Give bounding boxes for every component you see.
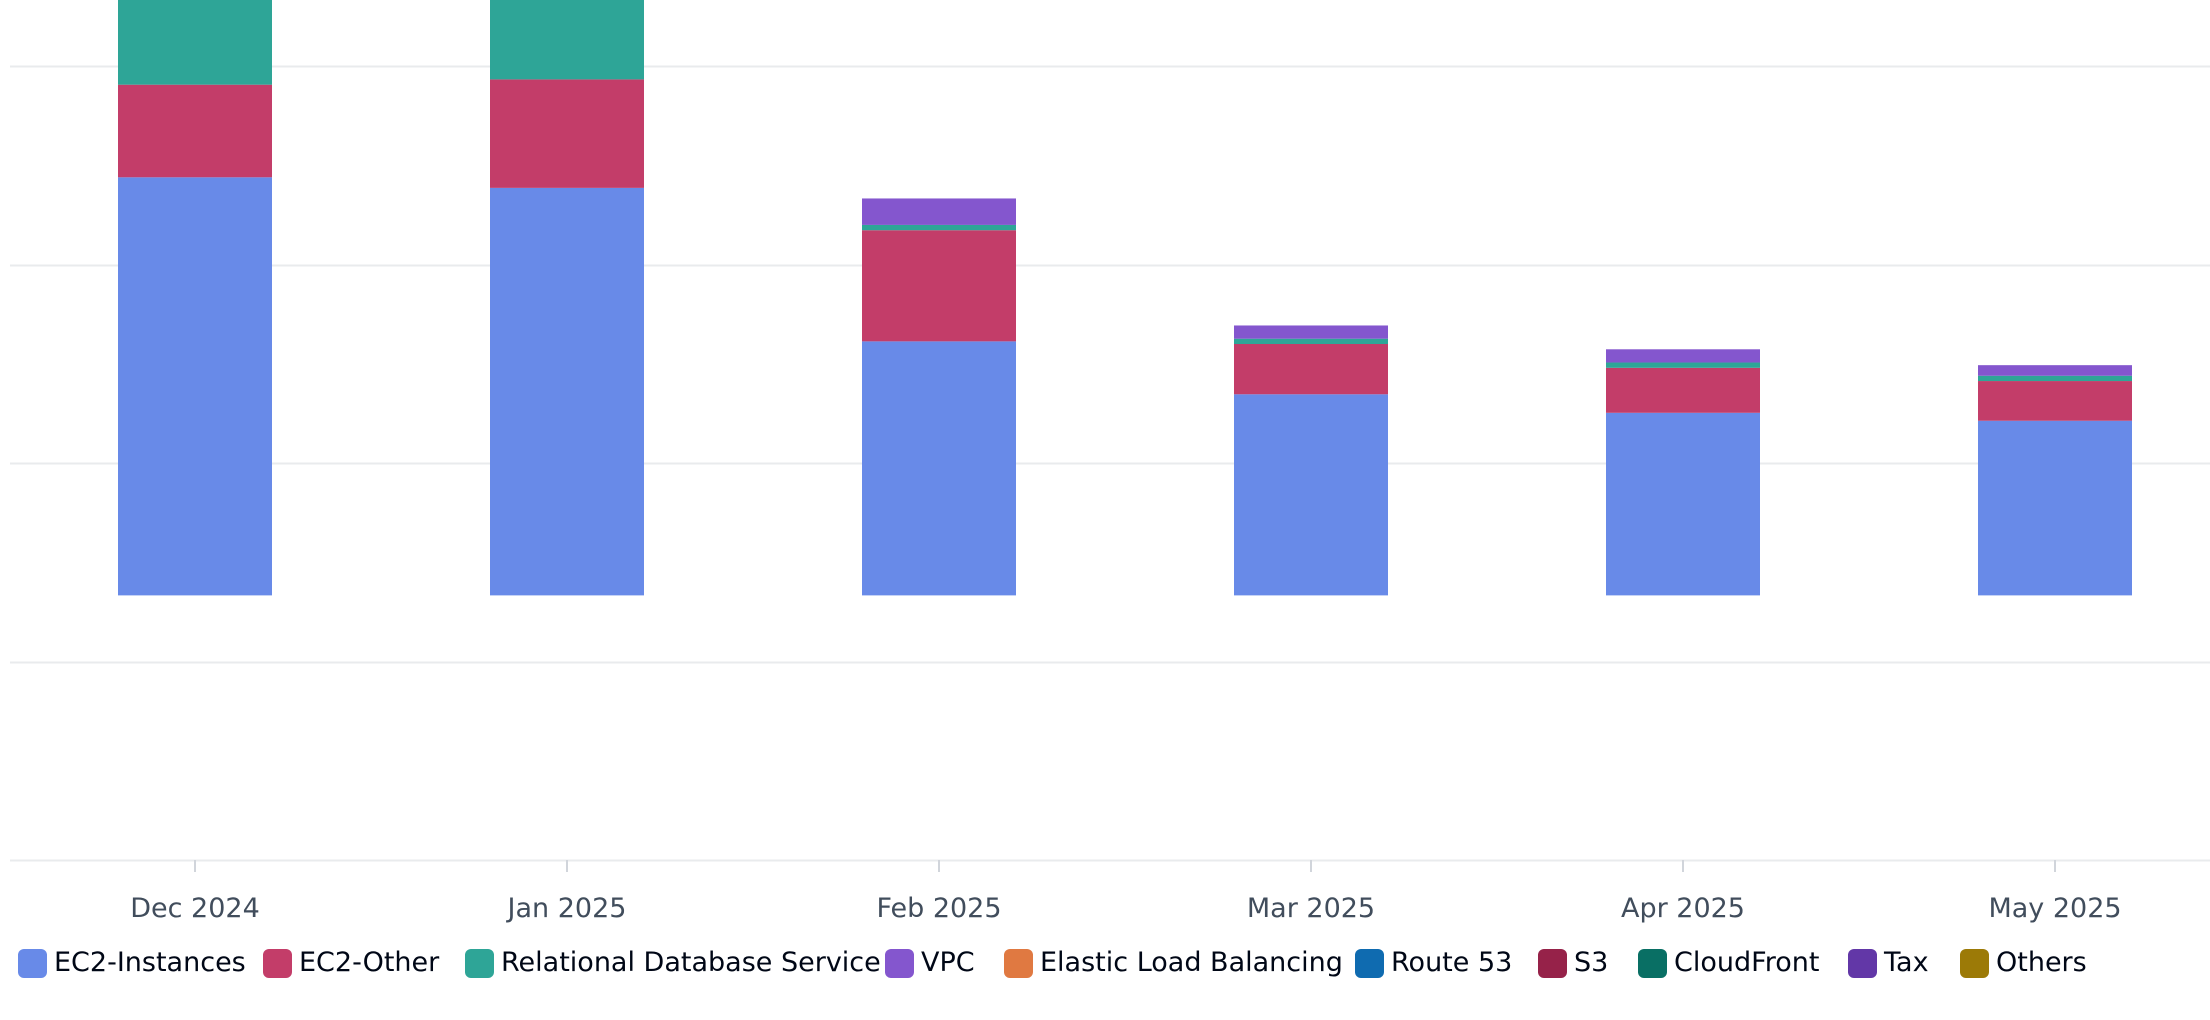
legend-item[interactable]: Others <box>1960 943 2087 983</box>
legend-swatch <box>263 948 292 978</box>
bar-segment <box>862 198 1016 225</box>
legend-swatch <box>1004 948 1033 978</box>
bar-segment <box>490 187 644 596</box>
legend-label: Relational Database Service <box>501 947 881 978</box>
legend-swatch <box>1638 948 1667 978</box>
bar-segment <box>1234 394 1388 596</box>
legend-label: EC2-Instances <box>54 947 246 978</box>
bar-segment <box>1234 338 1388 344</box>
legend-item[interactable]: Elastic Load Balancing <box>1004 943 1343 983</box>
bar-segment <box>118 0 272 85</box>
bar-segment <box>1978 381 2132 421</box>
x-tick-label: Jan 2025 <box>506 893 627 924</box>
bar-segment <box>1606 412 1760 596</box>
bar-segment <box>1234 344 1388 395</box>
bar-segment <box>1234 325 1388 339</box>
legend-item[interactable]: EC2-Instances <box>18 943 246 983</box>
bar-segment <box>862 230 1016 342</box>
legend-label: Others <box>1996 947 2087 978</box>
bar-segment <box>490 79 644 188</box>
legend-swatch <box>1848 948 1877 978</box>
legend-swatch <box>885 948 914 978</box>
legend-item[interactable]: S3 <box>1538 943 1608 983</box>
x-tick-label: Dec 2024 <box>130 893 260 924</box>
bar-segment <box>1978 375 2132 382</box>
legend-item[interactable]: EC2-Other <box>263 943 439 983</box>
bar-segment <box>1978 365 2132 376</box>
x-tick-label: Mar 2025 <box>1247 893 1375 924</box>
legend-item[interactable]: CloudFront <box>1638 943 1819 983</box>
bar-segment <box>862 341 1016 596</box>
chart-legend: EC2-Instances EC2-Other Relational Databas… <box>0 943 2210 983</box>
legend-label: CloudFront <box>1674 947 1820 978</box>
chart-plot: Dec 2024 Jan 2025 Feb 2025 Mar 2025 Apr 2025… <box>10 0 2210 924</box>
legend-label: EC2-Other <box>299 947 440 978</box>
legend-label: Route 53 <box>1391 947 1513 978</box>
bar-segment <box>1978 420 2132 596</box>
legend-label: Elastic Load Balancing <box>1040 947 1343 978</box>
legend-swatch <box>1355 948 1384 978</box>
legend-item[interactable]: Tax <box>1848 943 1929 983</box>
bar-segment <box>118 177 272 596</box>
bar-segment <box>1606 367 1760 413</box>
legend-item[interactable]: Route 53 <box>1355 943 1512 983</box>
legend-label: VPC <box>921 947 975 978</box>
bar-segment <box>1606 349 1760 363</box>
x-tick-label: May 2025 <box>1988 893 2121 924</box>
legend-item[interactable]: VPC <box>885 943 975 983</box>
x-tick-label: Feb 2025 <box>876 893 1001 924</box>
legend-label: S3 <box>1574 947 1609 978</box>
legend-swatch <box>1538 948 1567 978</box>
legend-swatch <box>1960 948 1989 978</box>
legend-item[interactable]: Relational Database Service <box>465 943 881 983</box>
legend-swatch <box>465 948 494 978</box>
bar-segment <box>862 224 1016 231</box>
bar-segment <box>490 0 644 80</box>
legend-swatch <box>18 948 47 978</box>
bar-segment <box>1606 362 1760 368</box>
legend-label: Tax <box>1884 947 1929 978</box>
x-tick-label: Apr 2025 <box>1621 893 1745 924</box>
bar-segment <box>118 84 272 178</box>
